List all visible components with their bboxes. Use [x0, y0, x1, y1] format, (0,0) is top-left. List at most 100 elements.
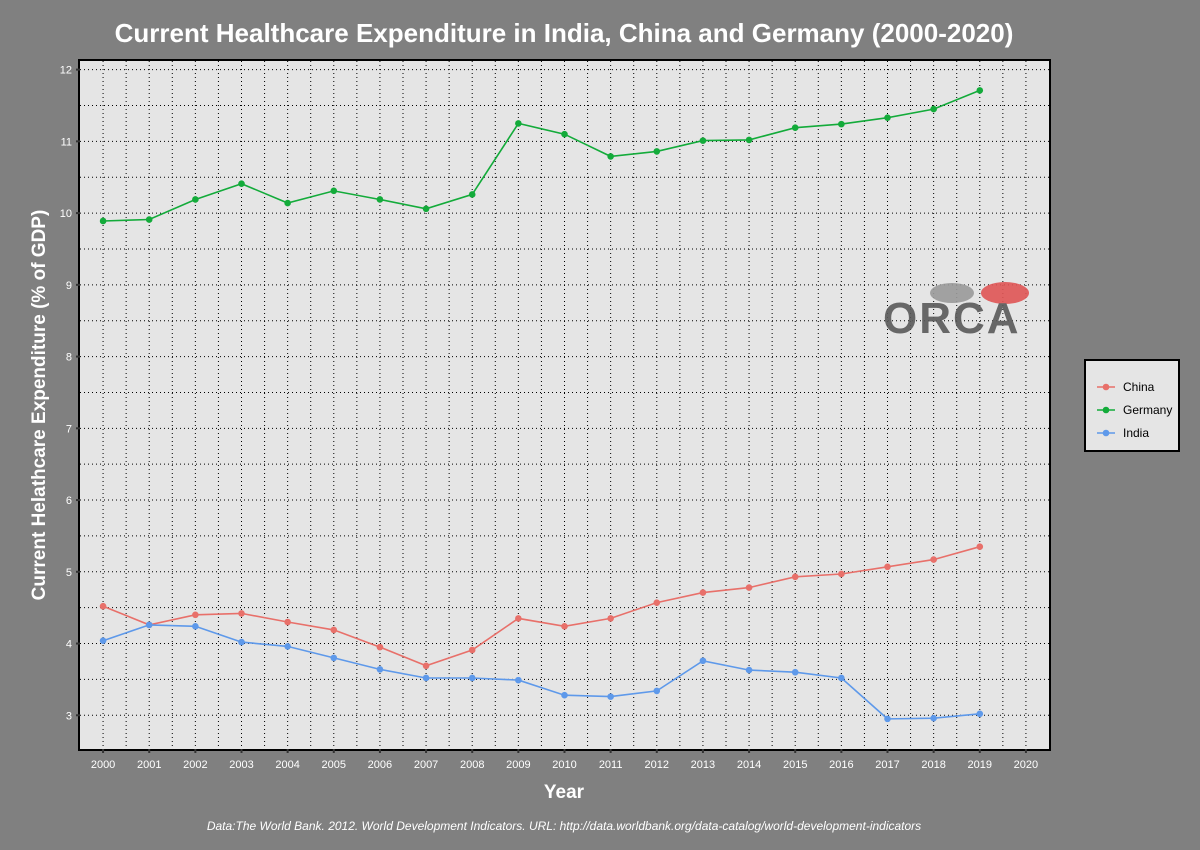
y-tick-label: 11: [61, 136, 72, 148]
y-tick-label: 6: [66, 495, 72, 507]
y-tick-label: 12: [60, 65, 72, 77]
y-tick-label: 5: [66, 567, 72, 579]
data-point-china: [238, 610, 245, 617]
legend-marker-germany: [1102, 406, 1110, 414]
legend: China Germany India: [1084, 359, 1180, 452]
y-tick-label: 9: [66, 280, 72, 292]
x-tick-label: 2001: [137, 759, 161, 771]
data-point-germany: [930, 105, 937, 113]
y-tick-label: 7: [66, 423, 72, 435]
x-axis-title: Year: [544, 782, 585, 803]
x-tick-label: 2008: [460, 759, 484, 771]
x-tick-label: 2019: [968, 759, 992, 771]
data-point-india: [376, 666, 384, 673]
data-point-china: [284, 618, 291, 626]
data-point-germany: [607, 153, 614, 160]
legend-label-china: China: [1123, 380, 1155, 394]
y-axis-title: Current Helathcare Expenditure (% of GDP…: [29, 210, 50, 601]
data-point-germany: [791, 124, 799, 132]
data-point-germany: [884, 114, 891, 121]
data-point-china: [699, 589, 707, 596]
data-point-india: [884, 715, 891, 723]
data-point-china: [376, 643, 384, 651]
x-tick-label: 2005: [322, 759, 346, 771]
x-tick-label: 2013: [691, 759, 715, 771]
legend-label-germany: Germany: [1123, 403, 1172, 417]
data-point-india: [699, 657, 707, 665]
data-point-india: [745, 666, 753, 674]
world-map-red-icon: [981, 282, 1029, 304]
axes: 3 4 5 6 7 8 9 10 11 12 2000 2001 2002 2003 2004 2005 200…: [60, 65, 1038, 771]
watermark-text: ORCA: [883, 294, 1021, 343]
grid: [80, 61, 1049, 749]
data-point-india: [930, 714, 937, 722]
data-point-germany: [468, 191, 476, 198]
data-point-germany: [99, 217, 107, 225]
data-point-china: [561, 623, 568, 630]
data-point-germany: [422, 205, 430, 213]
y-tick-label: 8: [66, 352, 72, 364]
series-line-germany: [103, 89, 981, 222]
data-point-germany: [561, 130, 568, 138]
data-point-india: [561, 691, 568, 699]
series-line-india: [102, 624, 980, 720]
x-tick-label: 2000: [91, 759, 115, 771]
x-tick-label: 2014: [737, 759, 761, 771]
x-tick-label: 2006: [368, 759, 392, 771]
legend-box: [1084, 359, 1180, 452]
data-point-india: [238, 638, 245, 646]
data-point-germany: [745, 136, 753, 144]
world-map-grey-icon: [930, 283, 974, 303]
data-point-china: [99, 602, 107, 610]
x-tick-label: 2018: [921, 759, 945, 771]
data-point-china: [468, 646, 476, 654]
x-tick-label: 2009: [506, 759, 530, 771]
x-tick-label: 2010: [552, 759, 576, 771]
data-point-germany: [838, 120, 845, 128]
data-point-germany: [976, 87, 984, 94]
data-point-china: [192, 611, 199, 619]
x-tick-label: 2011: [599, 759, 623, 771]
x-tick-label: 2003: [229, 759, 253, 771]
data-point-china: [838, 570, 845, 578]
data-point-india: [192, 623, 199, 630]
data-point-germany: [192, 196, 199, 203]
data-point-india: [99, 637, 107, 644]
data-point-india: [515, 676, 522, 684]
data-point-india: [145, 621, 153, 629]
data-point-germany: [515, 120, 522, 127]
legend-marker-india: [1102, 429, 1110, 437]
y-tick-label: 4: [66, 639, 72, 651]
orca-logo: ORCA: [883, 282, 1029, 343]
y-tick-label: 3: [66, 710, 72, 722]
y-tick-label: 10: [60, 208, 72, 220]
legend-label-india: India: [1123, 426, 1149, 440]
data-point-china: [745, 584, 753, 591]
data-source-caption: Data:The World Bank. 2012. World Develop…: [207, 819, 921, 833]
data-point-india: [838, 674, 845, 682]
x-tick-label: 2004: [275, 759, 299, 771]
series-line-china: [102, 545, 981, 667]
data-point-china: [422, 662, 430, 670]
data-point-germany: [284, 199, 291, 207]
data-point-germany: [376, 196, 384, 203]
data-point-india: [330, 654, 338, 662]
data-point-china: [607, 615, 614, 622]
data-point-germany: [699, 137, 707, 144]
data-point-germany: [653, 148, 661, 155]
x-tick-label: 2020: [1014, 759, 1038, 771]
data-point-india: [284, 643, 291, 650]
data-point-china: [976, 543, 984, 550]
data-point-india: [791, 668, 799, 676]
data-point-china: [884, 563, 891, 571]
x-tick-label: 2012: [645, 759, 669, 771]
data-point-india: [653, 687, 661, 695]
data-point-germany: [238, 180, 245, 187]
series: [99, 87, 984, 723]
data-point-china: [515, 615, 522, 622]
data-point-india: [468, 674, 476, 682]
legend-marker-china: [1102, 383, 1110, 391]
x-tick-label: 2017: [875, 759, 899, 771]
data-point-china: [653, 599, 661, 606]
